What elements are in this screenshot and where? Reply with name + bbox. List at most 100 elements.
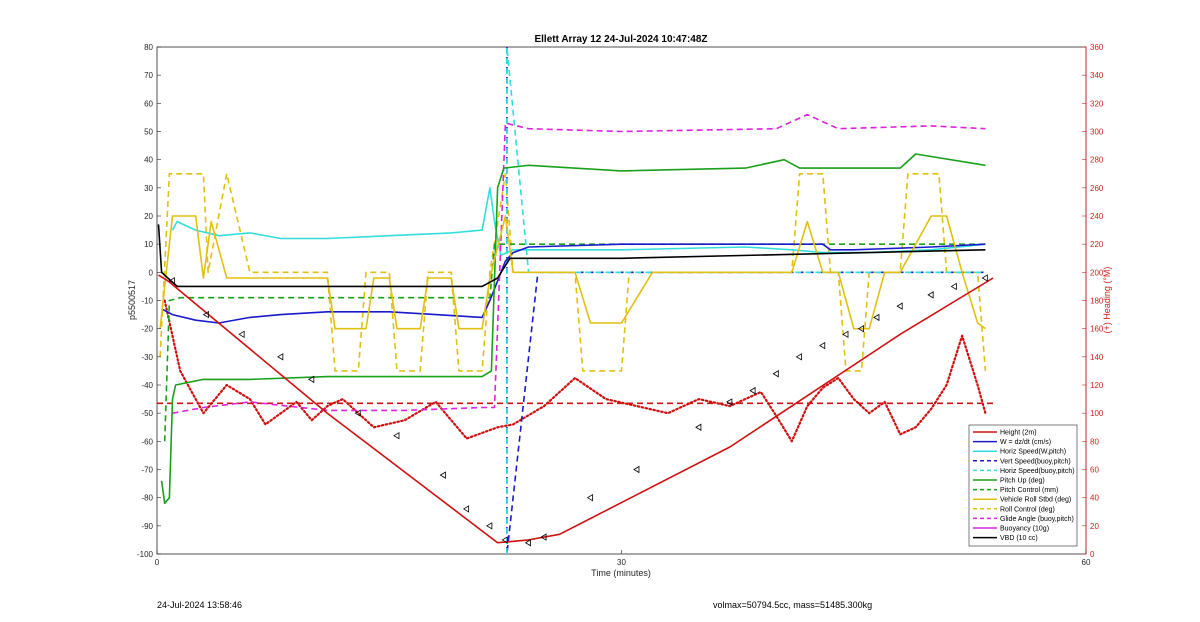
y2-tick-label: 20 [1090,522,1099,531]
legend-entry: Glide Angle (buoy,pitch) [1000,516,1074,523]
height-marker [950,282,957,291]
x-tick-label: 0 [155,558,160,567]
legend-entry: VBD (10 cc) [1000,535,1038,542]
y2-tick-label: 40 [1090,494,1099,503]
y2-tick-label: 0 [1090,550,1095,559]
series-line [159,215,986,330]
y-tick-label: 0 [149,268,154,277]
y-tick-label: -20 [141,325,153,334]
series-line [171,187,986,257]
height-marker [873,313,880,322]
y-tick-label: 80 [144,43,153,52]
y2-tick-label: 300 [1090,128,1104,137]
legend-entry: Buoyancy (10g) [1000,526,1049,533]
plot-area [156,46,1087,555]
series-line [159,173,987,372]
y-tick-label: -50 [141,409,153,418]
height-marker [896,302,903,310]
y2-tick-label: 360 [1090,43,1104,52]
y2-tick-label: 100 [1090,409,1104,418]
height-marker [981,274,988,282]
height-marker [354,409,361,417]
y-tick-label: 40 [144,156,153,165]
height-marker [726,398,733,406]
y2-axis-label: (+) Heading (°M) [1102,267,1112,334]
series-line [161,243,986,324]
y-tick-label: -70 [141,466,153,475]
height-marker [439,471,446,479]
y-tick-label: 50 [144,128,153,137]
y2-tick-label: 60 [1090,466,1099,475]
height-marker [540,533,547,541]
height-marker [168,277,175,285]
left-axis: 80 70 60 50 40 30 20 10 0 -10 -20 -30 -40 -50 -60 -70 -8… [137,43,161,559]
y2-tick-label: 320 [1090,99,1104,108]
legend-entry: Horiz Speed(W,pitch) [1000,449,1066,456]
footer-volmax-mass: volmax=50794.5cc, mass=51485.300kg [713,600,873,610]
x-tick-label: 60 [1082,558,1091,567]
series-line [163,243,986,442]
y2-tick-label: 140 [1090,353,1104,362]
legend-box [968,424,1078,547]
y-tick-label: -10 [141,297,153,306]
y2-tick-label: 160 [1090,325,1104,334]
height-marker [393,431,400,440]
height-marker [819,341,826,350]
y2-tick-label: 340 [1090,71,1104,80]
y2-tick-label: 80 [1090,437,1099,446]
x-axis-label: Time (minutes) [591,568,651,578]
marker-layer [168,274,988,547]
height-marker [795,353,802,361]
y2-tick-label: 120 [1090,381,1104,390]
legend: Height (2m) W = dz/dt (cm/s) Horiz Speed(W… [968,424,1078,547]
height-marker [695,423,702,431]
series-line [160,153,986,505]
y-tick-label: -30 [141,353,153,362]
legend-entry: Vehicle Roll Stbd (deg) [1000,497,1071,504]
y-tick-label: -40 [141,381,153,390]
height-marker [927,291,934,299]
height-marker [772,370,779,378]
legend-entry: Vert Speed(buoy,pitch) [1000,458,1071,465]
height-marker [277,353,284,361]
height-marker [238,330,245,339]
x-tick-label: 30 [617,558,626,567]
series-line [172,113,986,414]
legend-entry: Pitch Control (mm) [1000,487,1058,494]
height-marker [462,505,470,513]
series-line [157,224,986,288]
footer-timestamp: 24-Jul-2024 13:58:46 [157,600,243,610]
y-tick-label: 70 [144,71,153,80]
height-marker [501,536,508,544]
height-marker [749,386,756,395]
y2-tick-label: 280 [1090,156,1104,165]
y2-tick-label: 200 [1090,268,1104,277]
height-marker [308,375,315,384]
y2-tick-label: 180 [1090,297,1104,306]
chart-title: Ellett Array 12 24-Jul-2024 10:47:48Z [534,34,707,45]
series-line [158,274,994,544]
y-tick-label: 10 [144,240,153,249]
legend-entry: W = dz/dt (cm/s) [1000,439,1051,446]
height-marker [633,465,640,474]
height-marker [586,493,593,502]
y-tick-label: -60 [141,437,153,446]
height-marker [486,522,493,530]
y2-tick-label: 240 [1090,212,1104,221]
height-marker [202,310,209,319]
height-marker [857,324,864,333]
height-marker [524,539,531,547]
legend-entry: Height (2m) [1000,430,1037,437]
y-tick-label: -100 [137,550,154,559]
y-tick-label: 20 [144,212,153,221]
legend-entry: Roll Control (deg) [1000,506,1055,513]
y-tick-label: -90 [141,522,153,531]
y-tick-label: 60 [144,99,153,108]
y-tick-label: 30 [144,184,153,193]
y2-tick-label: 220 [1090,240,1104,249]
series-layer [157,46,994,555]
height-marker [842,330,849,339]
x-axis: 0 30 60 [155,550,1091,567]
y-tick-label: -80 [141,494,153,503]
y-axis-label: p5500517 [127,280,137,320]
